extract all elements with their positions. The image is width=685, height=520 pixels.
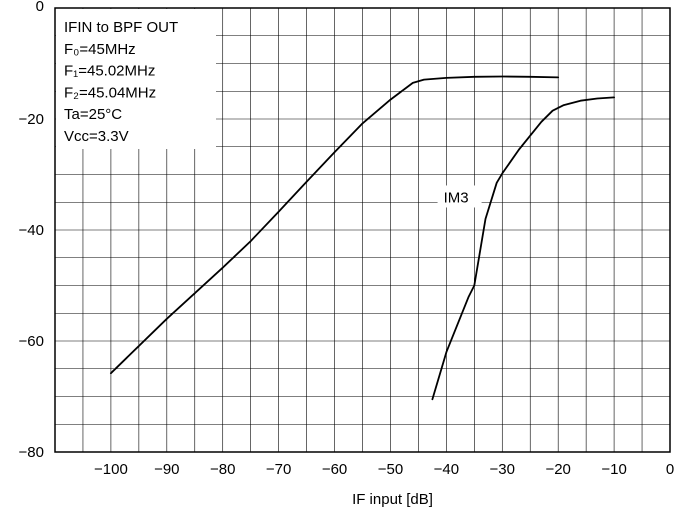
y-axis-ticks: 0 −20 −40 −60 −80 xyxy=(19,0,44,461)
series-layer xyxy=(110,75,615,401)
annotation-line: IFIN to BPF OUT xyxy=(64,19,178,36)
series-label-im3: IM3 xyxy=(444,189,469,206)
annotation-line: F₁=45.02MHz xyxy=(64,63,155,80)
annotation-line: Ta=25°C xyxy=(64,106,122,123)
x-tick-label: −70 xyxy=(266,461,291,478)
x-axis-title: IF input [dB] xyxy=(352,491,433,508)
x-tick-label: −100 xyxy=(94,461,128,478)
plot-frame xyxy=(54,7,671,453)
y-tick-label: −80 xyxy=(19,444,44,461)
annotation-line: F₀=45MHz xyxy=(64,41,136,58)
annotation-box-background xyxy=(56,9,216,149)
y-tick-label: −40 xyxy=(19,222,44,239)
y-tick-label: −20 xyxy=(19,111,44,128)
series-label-background xyxy=(437,185,482,208)
x-tick-label: 0 xyxy=(666,461,674,478)
series-line-im3 xyxy=(431,96,615,401)
x-tick-label: −40 xyxy=(434,461,459,478)
series-labels: IM3 xyxy=(437,185,482,208)
y-tick-label: 0 xyxy=(36,0,44,15)
grid xyxy=(55,8,670,452)
x-tick-label: −20 xyxy=(545,461,570,478)
x-tick-label: −60 xyxy=(322,461,347,478)
annotation-box: IFIN to BPF OUT F₀=45MHz F₁=45.02MHz F₂=45.… xyxy=(56,9,216,149)
x-tick-label: −90 xyxy=(154,461,179,478)
annotation-line: Vcc=3.3V xyxy=(64,128,129,145)
x-tick-label: −80 xyxy=(210,461,235,478)
series-line-output xyxy=(110,75,560,375)
x-tick-label: −50 xyxy=(378,461,403,478)
x-tick-label: −30 xyxy=(490,461,515,478)
x-tick-label: −10 xyxy=(601,461,626,478)
x-axis-ticks: −100 −90 −80 −70 −60 −50 −40 −30 −20 −10 0 xyxy=(94,461,674,478)
annotation-line: F₂=45.04MHz xyxy=(64,84,156,101)
y-tick-label: −60 xyxy=(19,333,44,350)
